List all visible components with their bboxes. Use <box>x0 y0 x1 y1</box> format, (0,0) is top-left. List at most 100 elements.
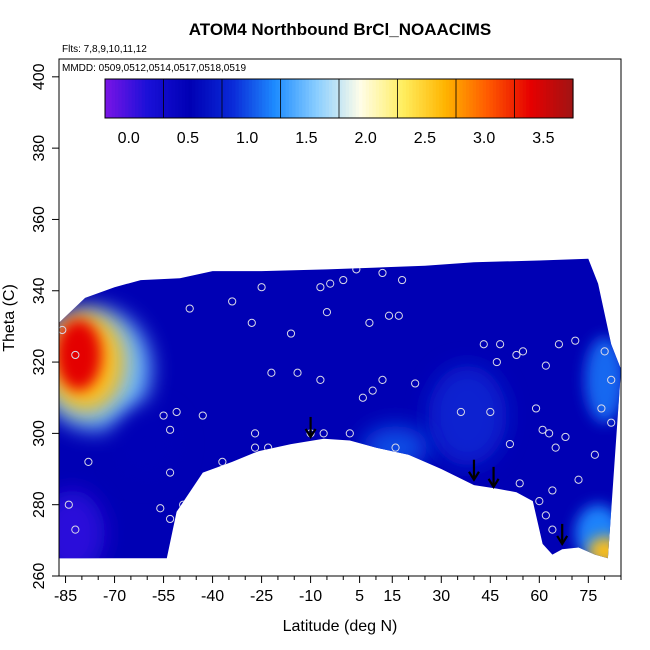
colorbar-swatch <box>201 79 206 118</box>
arrow-marker <box>468 459 480 482</box>
hotspot-4 <box>114 408 180 480</box>
colorbar-swatch <box>181 79 186 118</box>
colorbar-swatch <box>198 79 203 118</box>
colorbar-tick-label: 1.5 <box>295 130 317 147</box>
colorbar-swatch <box>165 79 170 118</box>
x-tick-label: 75 <box>579 588 597 605</box>
sample-point <box>322 308 332 317</box>
sample-point <box>512 350 521 360</box>
x-tick-label: 5 <box>355 588 364 605</box>
sample-point <box>257 283 266 292</box>
colorbar-swatch <box>412 79 417 118</box>
colorbar-swatch <box>302 79 307 118</box>
sample-point <box>77 275 86 285</box>
sample-point <box>384 311 394 320</box>
y-tick-label: 340 <box>31 277 48 304</box>
colorbar-swatch <box>562 79 567 118</box>
colorbar-swatch <box>439 79 444 118</box>
sample-point <box>250 429 260 438</box>
sample-point <box>378 375 387 384</box>
colorbar-swatch <box>372 79 377 118</box>
x-tick-label: -10 <box>299 588 322 605</box>
colorbar-swatch <box>362 79 367 118</box>
colorbar-swatch <box>389 79 394 118</box>
sample-point <box>479 340 488 349</box>
colorbar-swatch <box>145 79 150 118</box>
sample-point <box>574 475 583 484</box>
colorbar-swatch <box>532 79 537 118</box>
colorbar-swatch <box>342 79 347 118</box>
colorbar-swatch <box>429 79 434 118</box>
colorbar-swatch <box>138 79 143 118</box>
sample-point <box>391 443 400 452</box>
sample-point <box>247 318 256 327</box>
colorbar-swatch <box>232 79 236 118</box>
colorbar-swatch <box>379 79 384 118</box>
colorbar-swatch <box>456 79 460 118</box>
sample-point <box>545 429 554 438</box>
colorbar-swatch <box>422 79 427 118</box>
colorbar-swatch <box>332 79 337 118</box>
sample-point <box>185 304 194 313</box>
colorbar-swatch <box>452 79 457 118</box>
sample-point <box>486 407 495 417</box>
sample-point <box>551 443 560 452</box>
colorbar-swatch <box>482 79 487 118</box>
arrow-head <box>556 535 569 546</box>
sample-point <box>165 514 175 524</box>
y-tick-label: 320 <box>31 349 48 376</box>
colorbar-swatch <box>205 79 210 118</box>
sample-point <box>267 368 276 377</box>
colorbar-swatch <box>135 79 140 118</box>
colorbar-swatch <box>569 79 574 118</box>
colorbar-swatch <box>542 79 547 118</box>
sample-point <box>607 418 616 427</box>
colorbar-tick-label: 1.0 <box>236 130 258 147</box>
arrow-head <box>468 471 480 482</box>
colorbar-swatch <box>141 79 146 118</box>
sample-point <box>84 457 93 467</box>
y-axis-label: Theta (C) <box>1 284 18 352</box>
colorbar-swatch <box>155 79 160 118</box>
sample-point <box>600 347 609 356</box>
sample-point <box>571 336 580 345</box>
colorbar-swatch <box>191 79 196 118</box>
sample-point <box>548 525 557 534</box>
colorbar-swatch <box>355 79 360 118</box>
sample-point <box>411 379 420 388</box>
sample-point <box>64 500 73 509</box>
sample-point <box>492 357 501 367</box>
hotspot-2 <box>428 365 507 466</box>
sample-point <box>456 407 465 417</box>
x-tick-label: 45 <box>481 588 499 605</box>
colorbar-swatch <box>282 79 287 118</box>
colorbar-swatch <box>295 79 300 118</box>
sample-point <box>358 393 367 402</box>
colorbar-tick-label: 0.0 <box>118 130 140 147</box>
colorbar-swatch <box>238 79 243 118</box>
colorbar-swatch <box>111 79 116 118</box>
colorbar-swatch <box>405 79 410 118</box>
colorbar-swatch <box>552 79 557 118</box>
sample-point-group <box>59 265 616 534</box>
sample-point <box>607 375 616 384</box>
y-tick-label: 300 <box>31 420 48 447</box>
colorbar-swatch <box>292 79 297 118</box>
sample-point <box>548 486 557 495</box>
colorbar-swatch <box>148 79 153 118</box>
colorbar-swatch <box>262 79 267 118</box>
sample-point <box>316 283 325 292</box>
colorbar-swatch <box>466 79 470 118</box>
sample-point <box>250 443 260 452</box>
colorbar-swatch <box>235 79 240 118</box>
colorbar-swatch <box>108 79 113 118</box>
colorbar-swatch <box>151 79 156 118</box>
sample-point <box>345 429 354 438</box>
hotspot-7 <box>362 426 429 470</box>
arrow-head <box>304 428 317 440</box>
sample-point <box>156 504 165 513</box>
sample-point <box>531 404 541 413</box>
x-tick-label: 15 <box>383 588 401 605</box>
arrow-head <box>487 478 500 489</box>
sample-point <box>228 297 237 306</box>
